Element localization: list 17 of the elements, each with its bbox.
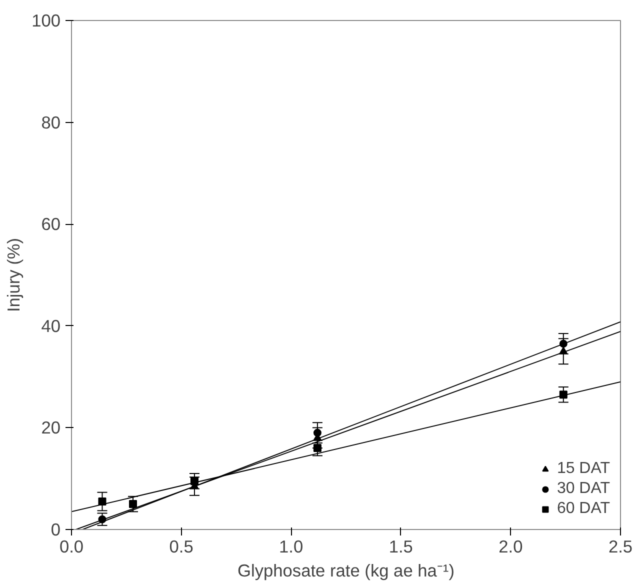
legend-label: 60 DAT bbox=[556, 500, 610, 518]
y-tick-label: 80 bbox=[41, 112, 61, 132]
x-tick-label: 1.0 bbox=[279, 536, 304, 556]
x-tick-label: 0.0 bbox=[59, 536, 84, 556]
x-tick-label: 2.5 bbox=[608, 536, 633, 556]
legend-label: 30 DAT bbox=[556, 480, 610, 498]
y-tick-label: 40 bbox=[41, 316, 61, 336]
y-tick-label: 60 bbox=[41, 214, 61, 234]
x-tick-label: 1.5 bbox=[388, 536, 413, 556]
y-tick-label: 0 bbox=[50, 520, 61, 540]
x-axis-title: Glyphosate rate (kg ae ha⁻¹) bbox=[238, 560, 454, 580]
y-axis-title: Injury (%) bbox=[4, 238, 24, 312]
legend-label: 15 DAT bbox=[556, 460, 610, 478]
x-tick-label: 0.5 bbox=[169, 536, 194, 556]
x-tick-label: 2.0 bbox=[498, 536, 523, 556]
y-tick-label: 20 bbox=[41, 418, 61, 438]
y-tick-label: 100 bbox=[32, 10, 61, 30]
